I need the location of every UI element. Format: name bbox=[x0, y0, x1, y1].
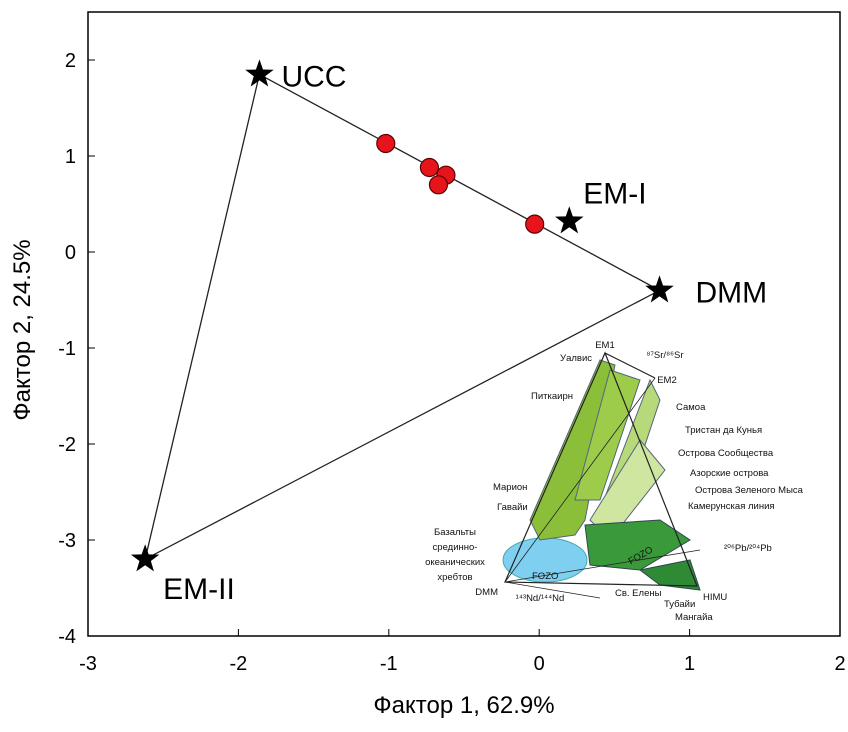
inset-label: Марион bbox=[493, 482, 527, 493]
x-tick-label: -1 bbox=[380, 653, 398, 675]
endmember-label: EM-II bbox=[163, 573, 235, 606]
sample-point bbox=[526, 215, 544, 233]
y-tick-label: 2 bbox=[65, 50, 76, 72]
endmember-label: DMM bbox=[696, 276, 768, 309]
inset-label: FOZO bbox=[532, 571, 558, 582]
inset-label: EM1 bbox=[595, 340, 615, 351]
inset-label: Уалвис bbox=[560, 353, 592, 364]
endmember-label: UCC bbox=[281, 60, 346, 93]
inset-label: океанических bbox=[425, 557, 485, 568]
endmember-star bbox=[131, 544, 160, 571]
sample-point bbox=[420, 159, 438, 177]
endmember-star bbox=[645, 275, 674, 302]
inset-label: Базальты bbox=[434, 527, 476, 538]
endmember-label: EM-I bbox=[583, 177, 646, 210]
inset-label: ²⁰⁶Pb/²⁰⁴Pb bbox=[724, 543, 772, 554]
inset-label: ⁸⁷Sr/⁸⁶Sr bbox=[646, 350, 683, 361]
sample-point bbox=[377, 135, 395, 153]
inset-label: Самоа bbox=[676, 402, 706, 413]
x-tick-label: -2 bbox=[230, 653, 248, 675]
x-tick-label: 0 bbox=[534, 653, 545, 675]
endmember-star bbox=[555, 206, 584, 233]
y-tick-label: -1 bbox=[58, 338, 76, 360]
page: {"chart_data":{"type":"scatter", "xlabel… bbox=[0, 0, 848, 732]
sample-point bbox=[429, 176, 447, 194]
inset-label: срединно- bbox=[433, 542, 478, 553]
y-axis-label: Фактор 2, 24.5% bbox=[9, 239, 36, 420]
inset-label: хребтов bbox=[437, 572, 472, 583]
inset-label: Острова Зеленого Мыса bbox=[695, 485, 804, 496]
inset-label: ¹⁴³Nd/¹⁴⁴Nd bbox=[516, 593, 565, 604]
inset-label: Тристан да Кунья bbox=[685, 425, 762, 436]
inset-label: HIMU bbox=[703, 592, 727, 603]
chart: EM1 ⁸⁷Sr/⁸⁶Sr Уалвис EM2 Питкаирн Самоа … bbox=[0, 0, 848, 727]
y-tick-label: -3 bbox=[58, 530, 76, 552]
inset-label: Тубайи bbox=[664, 599, 695, 610]
inset-label: Острова Сообщества bbox=[678, 448, 774, 459]
x-axis-label: Фактор 1, 62.9% bbox=[373, 692, 554, 719]
inset-label: Гавайи bbox=[497, 502, 528, 513]
x-tick-label: -3 bbox=[79, 653, 97, 675]
x-tick-label: 1 bbox=[684, 653, 695, 675]
inset-diagram: EM1 ⁸⁷Sr/⁸⁶Sr Уалвис EM2 Питкаирн Самоа … bbox=[425, 340, 804, 623]
y-tick-label: -4 bbox=[58, 626, 76, 648]
inset-label: Азорские острова bbox=[690, 468, 769, 479]
y-tick-label: -2 bbox=[58, 434, 76, 456]
inset-label: Св. Елены bbox=[615, 588, 662, 599]
y-tick-label: 0 bbox=[65, 242, 76, 264]
x-tick-label: 2 bbox=[834, 653, 845, 675]
inset-label: DMM bbox=[475, 587, 498, 598]
endmember-star bbox=[245, 59, 274, 86]
inset-label: Мангайа bbox=[675, 612, 713, 623]
y-tick-label: 1 bbox=[65, 146, 76, 168]
inset-label: Питкаирн bbox=[531, 391, 573, 402]
inset-label: Камерунская линия bbox=[688, 501, 775, 512]
inset-label: EM2 bbox=[657, 375, 677, 386]
